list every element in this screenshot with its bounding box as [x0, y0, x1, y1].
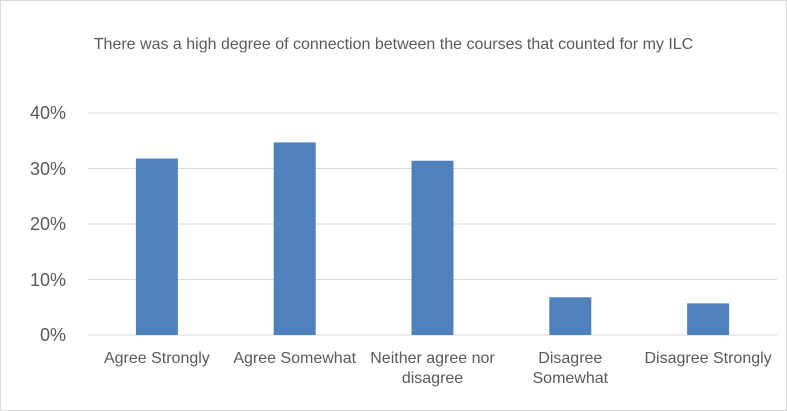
x-tick-label: Agree Somewhat	[233, 350, 357, 367]
x-tick-label: Disagree Somewhat	[532, 350, 609, 387]
x-tick-label: Disagree Strongly	[644, 350, 772, 367]
bar	[273, 142, 316, 335]
x-tick-label: Agree Strongly	[103, 350, 210, 367]
y-tick-label: 0%	[39, 325, 66, 345]
x-tick-label: Neither agree nor disagree	[370, 350, 495, 387]
chart-title: There was a high degree of connection be…	[93, 36, 694, 53]
y-tick-label: 30%	[29, 158, 66, 179]
y-tick-label: 10%	[29, 269, 66, 290]
bar	[687, 303, 730, 335]
y-tick-label: 40%	[29, 103, 66, 123]
y-tick-label: 20%	[29, 214, 66, 234]
bar	[411, 160, 454, 335]
bar	[135, 158, 178, 335]
bar	[549, 297, 592, 335]
